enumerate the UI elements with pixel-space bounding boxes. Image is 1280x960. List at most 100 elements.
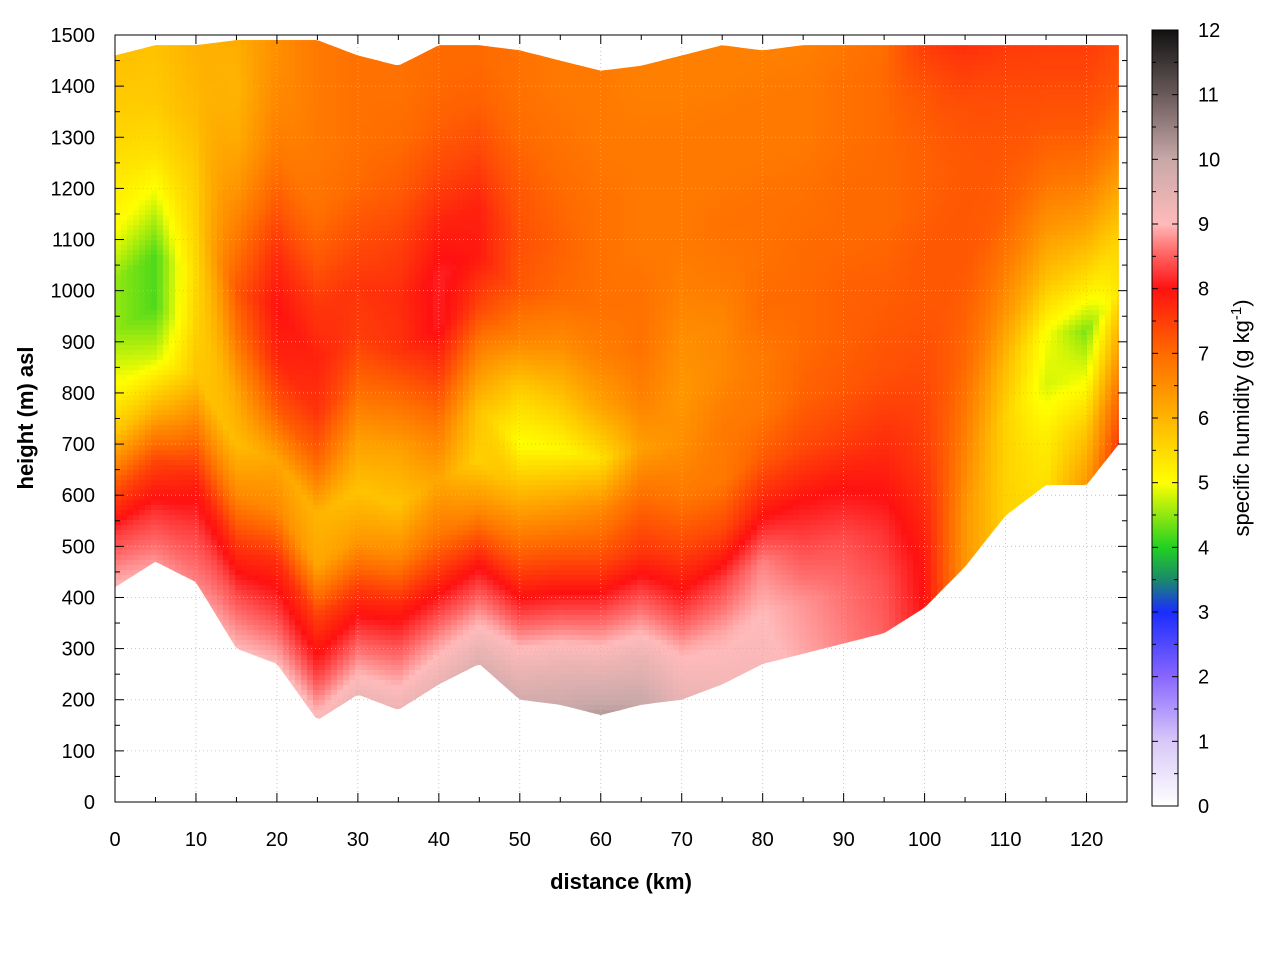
humidity-cell	[199, 560, 206, 566]
humidity-cell	[241, 75, 248, 81]
humidity-cell	[151, 310, 158, 316]
humidity-cell	[217, 535, 224, 541]
humidity-cell	[127, 340, 134, 346]
humidity-cell	[223, 435, 230, 441]
humidity-cell	[295, 75, 302, 81]
humidity-cell	[211, 470, 218, 476]
humidity-cell	[169, 530, 176, 536]
humidity-cell	[133, 200, 140, 206]
humidity-cell	[151, 485, 158, 491]
humidity-cell	[295, 210, 302, 216]
humidity-cell	[223, 585, 230, 591]
humidity-cell	[247, 125, 254, 131]
humidity-cell	[145, 235, 152, 241]
humidity-cell	[265, 340, 272, 346]
humidity-cell	[145, 310, 152, 316]
humidity-cell	[307, 360, 314, 366]
humidity-cell	[133, 115, 140, 121]
humidity-cell	[241, 150, 248, 156]
humidity-cell	[253, 115, 260, 121]
humidity-cell	[139, 450, 146, 456]
humidity-cell	[139, 300, 146, 306]
humidity-cell	[211, 430, 218, 436]
humidity-cell	[211, 365, 218, 371]
humidity-cell	[169, 70, 176, 76]
humidity-cell	[253, 560, 260, 566]
humidity-cell	[217, 150, 224, 156]
humidity-cell	[217, 335, 224, 341]
humidity-cell	[301, 550, 308, 556]
humidity-cell	[307, 255, 314, 261]
humidity-cell	[229, 250, 236, 256]
humidity-cell	[181, 165, 188, 171]
humidity-cell	[223, 530, 230, 536]
humidity-cell	[289, 45, 296, 51]
humidity-cell	[265, 155, 272, 161]
humidity-cell	[127, 230, 134, 236]
humidity-cell	[169, 45, 176, 51]
humidity-cell	[115, 230, 122, 236]
humidity-cell	[127, 445, 134, 451]
humidity-cell	[295, 505, 302, 511]
humidity-cell	[205, 195, 212, 201]
humidity-cell	[181, 480, 188, 486]
humidity-cell	[115, 270, 122, 276]
humidity-cell	[241, 255, 248, 261]
humidity-cell	[217, 585, 224, 591]
humidity-cell	[199, 55, 206, 61]
humidity-cell	[229, 55, 236, 61]
humidity-cell	[253, 350, 260, 356]
humidity-cell	[253, 75, 260, 81]
humidity-cell	[229, 315, 236, 321]
humidity-cell	[277, 400, 284, 406]
humidity-cell	[199, 360, 206, 366]
humidity-cell	[247, 490, 254, 496]
humidity-cell	[229, 50, 236, 56]
humidity-cell	[289, 495, 296, 501]
humidity-cell	[121, 540, 128, 546]
humidity-cell	[295, 645, 302, 651]
humidity-cell	[301, 330, 308, 336]
humidity-cell	[265, 545, 272, 551]
humidity-cell	[229, 620, 236, 626]
humidity-cell	[133, 265, 140, 271]
humidity-cell	[217, 180, 224, 186]
humidity-cell	[229, 575, 236, 581]
humidity-cell	[193, 530, 200, 536]
humidity-cell	[241, 495, 248, 501]
humidity-cell	[187, 175, 194, 181]
humidity-cell	[145, 130, 152, 136]
humidity-cell	[181, 355, 188, 361]
humidity-cell	[145, 245, 152, 251]
humidity-cell	[241, 145, 248, 151]
humidity-cell	[229, 345, 236, 351]
humidity-cell	[253, 630, 260, 636]
humidity-cell	[151, 170, 158, 176]
humidity-cell	[289, 115, 296, 121]
humidity-cell	[223, 90, 230, 96]
humidity-cell	[163, 370, 170, 376]
humidity-cell	[121, 115, 128, 121]
humidity-cell	[271, 250, 278, 256]
humidity-cell	[277, 405, 284, 411]
humidity-cell	[277, 165, 284, 171]
humidity-cell	[181, 460, 188, 466]
humidity-cell	[133, 540, 140, 546]
humidity-cell	[265, 80, 272, 86]
humidity-cell	[235, 255, 242, 261]
humidity-cell	[301, 485, 308, 491]
humidity-cell	[265, 550, 272, 556]
humidity-cell	[187, 460, 194, 466]
humidity-cell	[253, 335, 260, 341]
humidity-cell	[139, 465, 146, 471]
humidity-cell	[139, 320, 146, 326]
humidity-cell	[265, 490, 272, 496]
humidity-cell	[157, 355, 164, 361]
humidity-cell	[199, 425, 206, 431]
humidity-cell	[121, 200, 128, 206]
humidity-cell	[307, 110, 314, 116]
humidity-cell	[187, 210, 194, 216]
humidity-cell	[127, 555, 134, 561]
humidity-cell	[271, 490, 278, 496]
humidity-cell	[241, 285, 248, 291]
